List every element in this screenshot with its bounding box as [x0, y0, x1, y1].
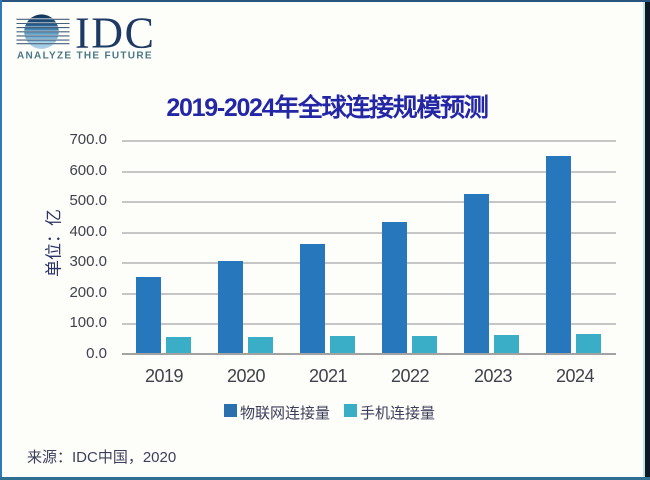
svg-text:IDC: IDC — [75, 12, 156, 58]
svg-text:ANALYZE THE FUTURE: ANALYZE THE FUTURE — [17, 51, 153, 62]
